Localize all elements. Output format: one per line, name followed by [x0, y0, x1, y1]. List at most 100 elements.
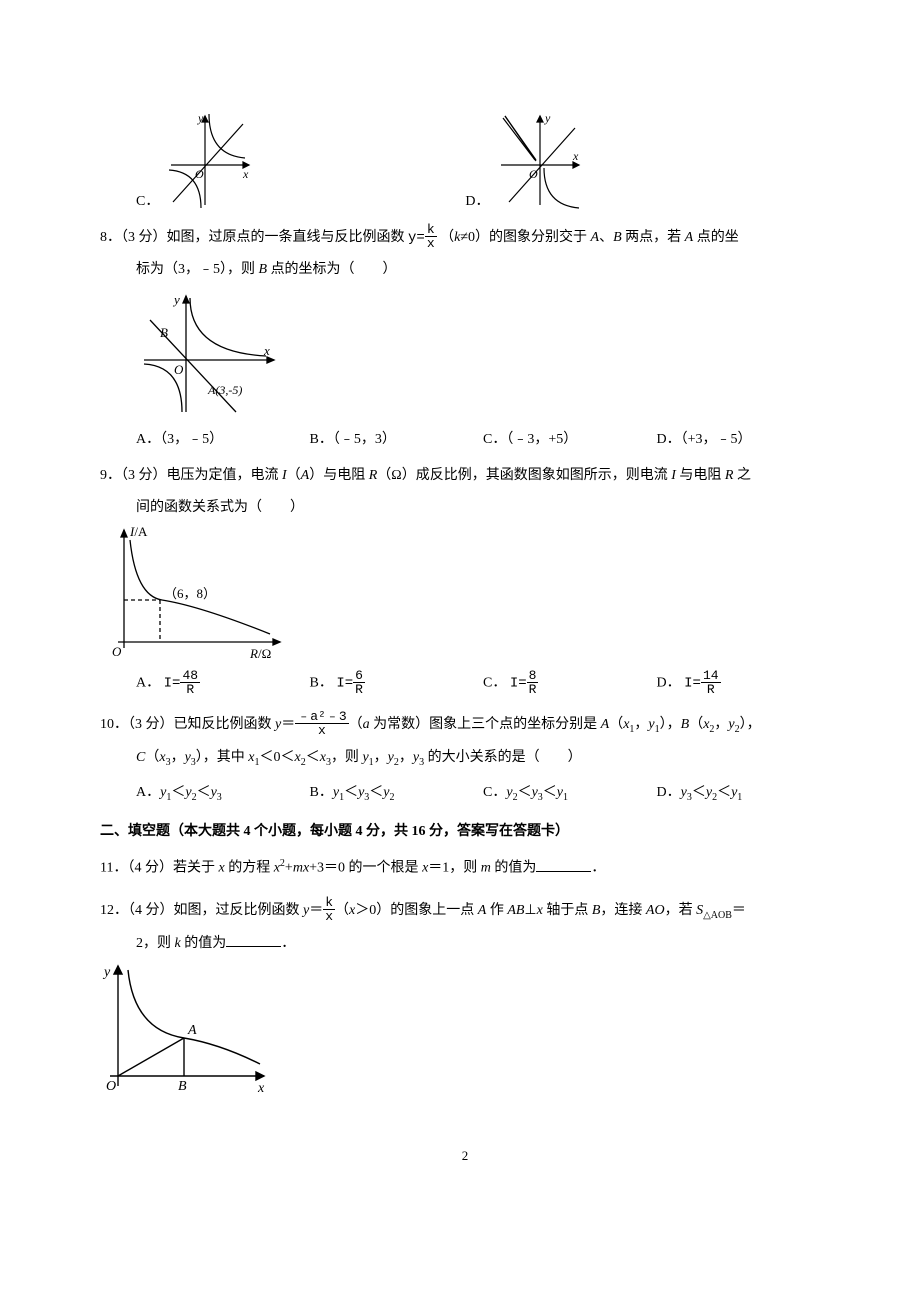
frac-num: 48 [180, 669, 200, 683]
q8-option-c: C．（﹣3，+5） [483, 428, 657, 448]
opt-label: B． [310, 676, 333, 691]
var: B [613, 230, 622, 245]
text: 的方程 [225, 861, 274, 876]
var: B [681, 717, 690, 732]
section-2-title: 二、填空题（本大题共 4 个小题，每小题 4 分，共 16 分，答案写在答题卡） [100, 820, 830, 840]
text: 与电阻 [676, 468, 725, 483]
origin-label: O [112, 644, 122, 659]
text: （ [287, 468, 301, 483]
frac-den: R [527, 683, 539, 696]
text: +3＝0 的一个根是 [309, 861, 422, 876]
text: ）， [660, 717, 681, 732]
text: ＝ [281, 717, 295, 732]
text: （ [689, 717, 703, 732]
svg-text:x: x [572, 149, 579, 163]
frac-den: R [353, 683, 365, 696]
var: AO [646, 903, 665, 918]
opt-label: A． [136, 676, 160, 691]
text: 两点，若 [622, 230, 685, 245]
frac-num: k [425, 223, 437, 237]
svg-text:O: O [195, 167, 204, 181]
point-label: B [178, 1079, 187, 1094]
text: （ [440, 230, 454, 245]
lt: ＜ [344, 785, 358, 800]
text: 点的坐标为（ ） [267, 262, 397, 277]
text: ＜0＜ [260, 750, 295, 765]
lt: ＜ [518, 785, 532, 800]
q7-option-c: C． y x O [136, 110, 255, 210]
option-label: D． [465, 190, 489, 210]
point-label: （6，8） [164, 586, 216, 601]
q9-option-d: D． I=14R [657, 670, 831, 697]
blank [226, 932, 281, 947]
var: B [259, 262, 268, 277]
lt: ＜ [692, 785, 706, 800]
frac-num: k [323, 896, 335, 910]
point-label: B [160, 325, 168, 340]
page-number: 2 [100, 1148, 830, 1164]
option-label: C． [136, 190, 159, 210]
opt-label: D． [657, 676, 681, 691]
svg-text:O: O [529, 167, 538, 181]
opt-label: B． [310, 785, 333, 800]
var: m [481, 861, 491, 876]
text: 8．（3 分）如图，过原点的一条直线与反比例函数 [100, 230, 408, 245]
var: A [685, 230, 694, 245]
axis-label: x [263, 343, 270, 358]
eq: I= [684, 676, 701, 692]
text: （ [145, 750, 159, 765]
text: （ [335, 903, 349, 918]
q7-graph-d: y x O [495, 110, 585, 210]
text: 10．（3 分）已知反比例函数 [100, 717, 275, 732]
q8-option-d: D．（+3，﹣5） [657, 428, 831, 448]
frac-den: R [701, 683, 721, 696]
period: ． [591, 861, 605, 876]
text: ＝1，则 [428, 861, 481, 876]
var: C [136, 750, 145, 765]
q10-option-d: D．y3＜y2＜y1 [657, 781, 831, 803]
text: （ [609, 717, 623, 732]
blank [536, 857, 591, 872]
text: ， [714, 717, 728, 732]
text: 2，则 [136, 936, 175, 951]
period: ． [281, 936, 295, 951]
q9-graph: I/A R/Ω O （6，8） [100, 522, 300, 662]
q9-option-a: A． I=48R [136, 670, 310, 697]
text: ＝ [732, 903, 746, 918]
var: A [591, 230, 600, 245]
text: 之 [733, 468, 751, 483]
text: ），其中 [196, 750, 249, 765]
point-label: A [187, 1023, 197, 1038]
frac-den: x [295, 724, 348, 737]
lt: ＜ [369, 785, 383, 800]
text: 点的坐 [693, 230, 739, 245]
text: 9．（3 分）电压为定值，电流 [100, 468, 282, 483]
q9-options: A． I=48R B． I=6R C． I=8R D． I=14R [136, 670, 830, 697]
text: ， [374, 750, 388, 765]
text: ，则 [331, 750, 363, 765]
q7-option-d: D． [465, 110, 585, 210]
axis-label: y [102, 965, 111, 980]
lt: ＜ [717, 785, 731, 800]
text: 11．（4 分）若关于 [100, 861, 218, 876]
opt-label: A． [136, 785, 160, 800]
text: ）与电阻 [309, 468, 369, 483]
q11: 11．（4 分）若关于 x 的方程 x2+mx+3＝0 的一个根是 x＝1，则 … [100, 854, 830, 883]
frac-den: x [323, 910, 335, 923]
text: （Ω）成反比例，其函数图象如图所示，则电流 [377, 468, 671, 483]
text: 为常数）图象上三个点的坐标分别是 [370, 717, 601, 732]
q7-options-row: C． y x O D． [136, 110, 830, 210]
q10-option-a: A．y1＜y2＜y3 [136, 781, 310, 803]
q10-option-c: C．y2＜y3＜y1 [483, 781, 657, 803]
var: A [601, 717, 610, 732]
q8-stem: 8．（3 分）如图，过原点的一条直线与反比例函数 y=kx （k≠0）的图象分别… [100, 224, 830, 252]
q12-stem: 12．（4 分）如图，过反比例函数 y＝kx（x＞0）的图象上一点 A 作 AB… [100, 897, 830, 926]
eq: I= [336, 676, 353, 692]
sub: △AOB [703, 910, 732, 921]
text: ≠0）的图象分别交于 [460, 230, 590, 245]
opt-label: C． [483, 676, 506, 691]
text: 、 [599, 230, 613, 245]
q8-option-b: B．（﹣5，3） [310, 428, 484, 448]
svg-text:R/Ω: R/Ω [249, 646, 271, 661]
q8-indent: 标为（3，﹣5），则 B 点的坐标为（ ） [136, 256, 830, 284]
